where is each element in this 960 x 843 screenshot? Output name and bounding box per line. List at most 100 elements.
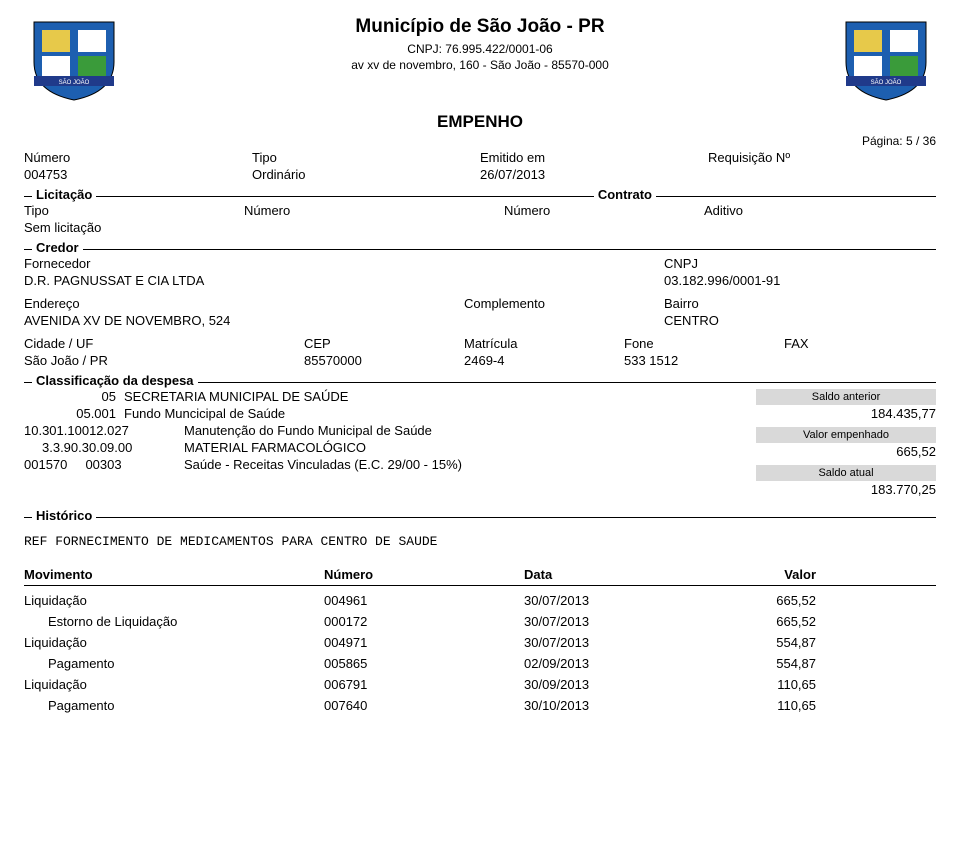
class-line-3: 3.3.90.30.09.00 MATERIAL FARMACOLÓGICO <box>24 440 756 455</box>
movimento-body: Liquidação00496130/07/2013665,52Estorno … <box>24 590 936 716</box>
movimento-row: Estorno de Liquidação00017230/07/2013665… <box>24 611 936 632</box>
valor-empenhado-value: 665,52 <box>756 444 936 459</box>
movimento-cell-m3: 30/10/2013 <box>524 698 724 713</box>
aditivo-label: Aditivo <box>704 203 936 218</box>
movimento-cell-m2: 007640 <box>324 698 524 713</box>
header-center: Município de São João - PR CNPJ: 76.995.… <box>124 12 836 74</box>
movimento-cell-m4: 110,65 <box>724 677 936 692</box>
movimento-cell-m4: 554,87 <box>724 656 936 671</box>
page-number: Página: 5 / 36 <box>24 134 936 148</box>
doc-title: EMPENHO <box>24 112 936 132</box>
contrato-section-label: Contrato <box>594 187 656 202</box>
class-code: 05.001 <box>24 406 124 421</box>
class-desc: SECRETARIA MUNICIPAL DE SAÚDE <box>124 389 756 404</box>
header-cnpj: CNPJ: 76.995.422/0001-06 <box>124 42 836 56</box>
cidade-labels: Cidade / UF CEP Matrícula Fone FAX <box>24 336 936 351</box>
movimento-cell-m4: 110,65 <box>724 698 936 713</box>
header-row: SÃO JOÃO Município de São João - PR CNPJ… <box>24 12 936 102</box>
cep-value: 85570000 <box>304 353 464 368</box>
movimento-cell-m2: 004971 <box>324 635 524 650</box>
movimento-cell-m2: 004961 <box>324 593 524 608</box>
emitido-value: 26/07/2013 <box>480 167 708 182</box>
tipo-value: Ordinário <box>252 167 480 182</box>
requisicao-label: Requisição Nº <box>708 150 936 165</box>
movimento-cell-m2: 000172 <box>324 614 524 629</box>
movimento-cell-m4: 665,52 <box>724 593 936 608</box>
licitacao-values: Sem licitação <box>24 220 936 235</box>
classificacao-body: 05 SECRETARIA MUNICIPAL DE SAÚDE 05.001 … <box>24 389 936 503</box>
movimento-cell-m1: Liquidação <box>24 635 324 650</box>
svg-text:SÃO JOÃO: SÃO JOÃO <box>871 79 902 86</box>
saldo-atual-value: 183.770,25 <box>756 482 936 497</box>
saldo-atual-label: Saldo atual <box>756 465 936 481</box>
movimento-cell-m2: 005865 <box>324 656 524 671</box>
movimento-cell-m1: Liquidação <box>24 593 324 608</box>
classificacao-summary: Saldo anterior 184.435,77 Valor empenhad… <box>756 389 936 503</box>
lic-tipo-label: Tipo <box>24 203 244 218</box>
movimento-row: Liquidação00496130/07/2013665,52 <box>24 590 936 611</box>
movimento-row: Pagamento00586502/09/2013554,87 <box>24 653 936 674</box>
lic-numero-label: Número <box>244 203 504 218</box>
movimento-cell-m4: 554,87 <box>724 635 936 650</box>
movimento-cell-m4: 665,52 <box>724 614 936 629</box>
cidade-value: São João / PR <box>24 353 304 368</box>
licitacao-section-label: Licitação <box>32 187 96 202</box>
fax-label: FAX <box>784 336 936 351</box>
mov-h-numero: Número <box>324 567 524 582</box>
cnpj-value: 03.182.996/0001-91 <box>664 273 936 288</box>
crest-left: SÃO JOÃO <box>24 12 124 102</box>
class-desc: MATERIAL FARMACOLÓGICO <box>184 440 756 455</box>
numero-label: Número <box>24 150 252 165</box>
class-desc: Saúde - Receitas Vinculadas (E.C. 29/00 … <box>184 457 756 472</box>
class-line-2: 10.301.10012.027 Manutenção do Fundo Mun… <box>24 423 756 438</box>
address-values: AVENIDA XV DE NOVEMBRO, 524 CENTRO <box>24 313 936 328</box>
class-line-4: 001570 00303 Saúde - Receitas Vinculadas… <box>24 457 756 472</box>
class-code: 05 <box>24 389 124 404</box>
licitacao-labels: Tipo Número Número Aditivo <box>24 203 936 218</box>
lic-tipo-value: Sem licitação <box>24 220 244 235</box>
classificacao-lines: 05 SECRETARIA MUNICIPAL DE SAÚDE 05.001 … <box>24 389 756 503</box>
movimento-cell-m1: Liquidação <box>24 677 324 692</box>
fax-value <box>784 353 936 368</box>
movimento-header: Movimento Número Data Valor <box>24 567 936 586</box>
section-classificacao: Classificação da despesa <box>24 382 936 383</box>
historico-section-label: Histórico <box>32 508 96 523</box>
mov-h-valor: Valor <box>724 567 936 582</box>
section-licitacao: Licitação Contrato <box>24 196 936 197</box>
fornecedor-value: D.R. PAGNUSSAT E CIA LTDA <box>24 273 664 288</box>
movimento-cell-m3: 30/07/2013 <box>524 614 724 629</box>
matricula-value: 2469-4 <box>464 353 624 368</box>
svg-text:SÃO JOÃO: SÃO JOÃO <box>59 79 90 86</box>
crest-right: SÃO JOÃO <box>836 12 936 102</box>
bairro-label: Bairro <box>664 296 936 311</box>
section-credor: Credor <box>24 249 936 250</box>
complemento-value <box>464 313 664 328</box>
class-line-1: 05.001 Fundo Muncicipal de Saúde <box>24 406 756 421</box>
municipality-title: Município de São João - PR <box>124 16 836 38</box>
fone-value: 533 1512 <box>624 353 784 368</box>
tipo-label: Tipo <box>252 150 480 165</box>
class-code: 10.301.10012.027 <box>24 423 184 438</box>
fone-label: Fone <box>624 336 784 351</box>
endereco-label: Endereço <box>24 296 464 311</box>
header-address: av xv de novembro, 160 - São João - 8557… <box>124 58 836 72</box>
section-historico: Histórico <box>24 517 936 518</box>
movimento-cell-m3: 30/07/2013 <box>524 593 724 608</box>
classificacao-section-label: Classificação da despesa <box>32 373 198 388</box>
cidade-label: Cidade / UF <box>24 336 304 351</box>
historico-text: REF FORNECIMENTO DE MEDICAMENTOS PARA CE… <box>24 534 936 549</box>
mov-h-movimento: Movimento <box>24 567 324 582</box>
class-code: 3.3.90.30.09.00 <box>24 440 184 455</box>
saldo-anterior-value: 184.435,77 <box>756 406 936 421</box>
movimento-cell-m2: 006791 <box>324 677 524 692</box>
numero-value: 004753 <box>24 167 252 182</box>
address-labels: Endereço Complemento Bairro <box>24 296 936 311</box>
class-line-0: 05 SECRETARIA MUNICIPAL DE SAÚDE <box>24 389 756 404</box>
movimento-cell-m1: Pagamento <box>24 656 324 671</box>
mov-h-data: Data <box>524 567 724 582</box>
movimento-row: Liquidação00679130/09/2013110,65 <box>24 674 936 695</box>
bairro-value: CENTRO <box>664 313 936 328</box>
credor-section-label: Credor <box>32 240 83 255</box>
matricula-label: Matrícula <box>464 336 624 351</box>
fornecedor-label: Fornecedor <box>24 256 664 271</box>
